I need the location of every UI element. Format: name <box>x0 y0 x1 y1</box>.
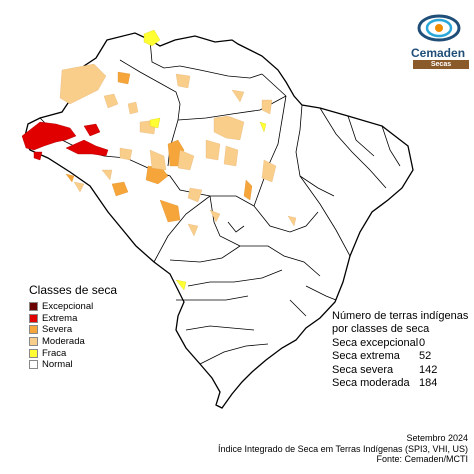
count-row: Seca extrema 52 <box>332 350 472 363</box>
count-label: Seca severa <box>332 363 394 376</box>
legend-title: Classes de seca <box>29 283 118 297</box>
legend-swatch <box>29 302 38 312</box>
count-value: 184 <box>419 377 438 390</box>
legend-label: Normal <box>42 359 73 371</box>
legend-label: Excepcional <box>42 301 94 313</box>
counts-title-line1: Número de terras indígenas <box>332 310 469 322</box>
legend-swatch <box>29 348 38 358</box>
legend-label: Severa <box>42 324 73 336</box>
drought-moderada <box>59 63 297 237</box>
legend-label: Fraca <box>42 347 67 359</box>
legend-swatch <box>29 337 38 347</box>
count-value: 52 <box>419 350 432 363</box>
legend-item: Severa <box>29 324 139 336</box>
legend-swatch <box>29 313 38 323</box>
count-value: 0 <box>419 336 426 349</box>
legend-item: Extrema <box>29 313 139 325</box>
legend-item: Moderada <box>29 336 139 348</box>
count-label: Seca extrema <box>332 350 400 363</box>
indigenous-counts: Número de terras indígenas por classes d… <box>332 310 472 390</box>
legend-item: Excepcional <box>29 301 139 313</box>
count-row: Seca moderada 184 <box>332 377 472 390</box>
legend-item: Normal <box>29 359 139 371</box>
count-row: Seca severa 142 <box>332 364 472 377</box>
legend-swatch <box>29 360 38 370</box>
footer-source: Fonte: Cemaden/MCTI <box>376 454 468 464</box>
state-borders <box>39 39 401 365</box>
count-label: Seca moderada <box>332 377 410 390</box>
footer: Setembro 2024 Índice Integrado de Seca e… <box>218 433 468 465</box>
count-row: Seca excepcional 0 <box>332 337 472 350</box>
brand-tag: Secas <box>413 60 469 69</box>
count-rows: Seca excepcional 0 Seca extrema 52 Seca seve… <box>332 337 472 391</box>
cemaden-logo <box>417 14 461 42</box>
brand-name: Cemaden <box>411 46 466 60</box>
legend-swatch <box>29 325 38 335</box>
footer-index: Índice Integrado de Seca em Terras Indíg… <box>218 443 468 454</box>
count-label: Seca excepcional <box>332 336 419 349</box>
legend-item: Fraca <box>29 347 139 359</box>
drought-fraca <box>143 29 267 291</box>
count-value: 142 <box>419 363 438 376</box>
legend: Classes de seca Excepcional Extrema Severa… <box>29 283 139 371</box>
legend-label: Moderada <box>42 336 85 348</box>
legend-items: Excepcional Extrema Severa Moderada Fraca Nor… <box>29 301 139 371</box>
drought-extrema <box>21 121 109 161</box>
legend-label: Extrema <box>42 312 78 324</box>
footer-date: Setembro 2024 <box>406 433 468 443</box>
brazil-outline <box>23 32 414 409</box>
counts-title-line2: por classes de seca <box>332 323 430 336</box>
